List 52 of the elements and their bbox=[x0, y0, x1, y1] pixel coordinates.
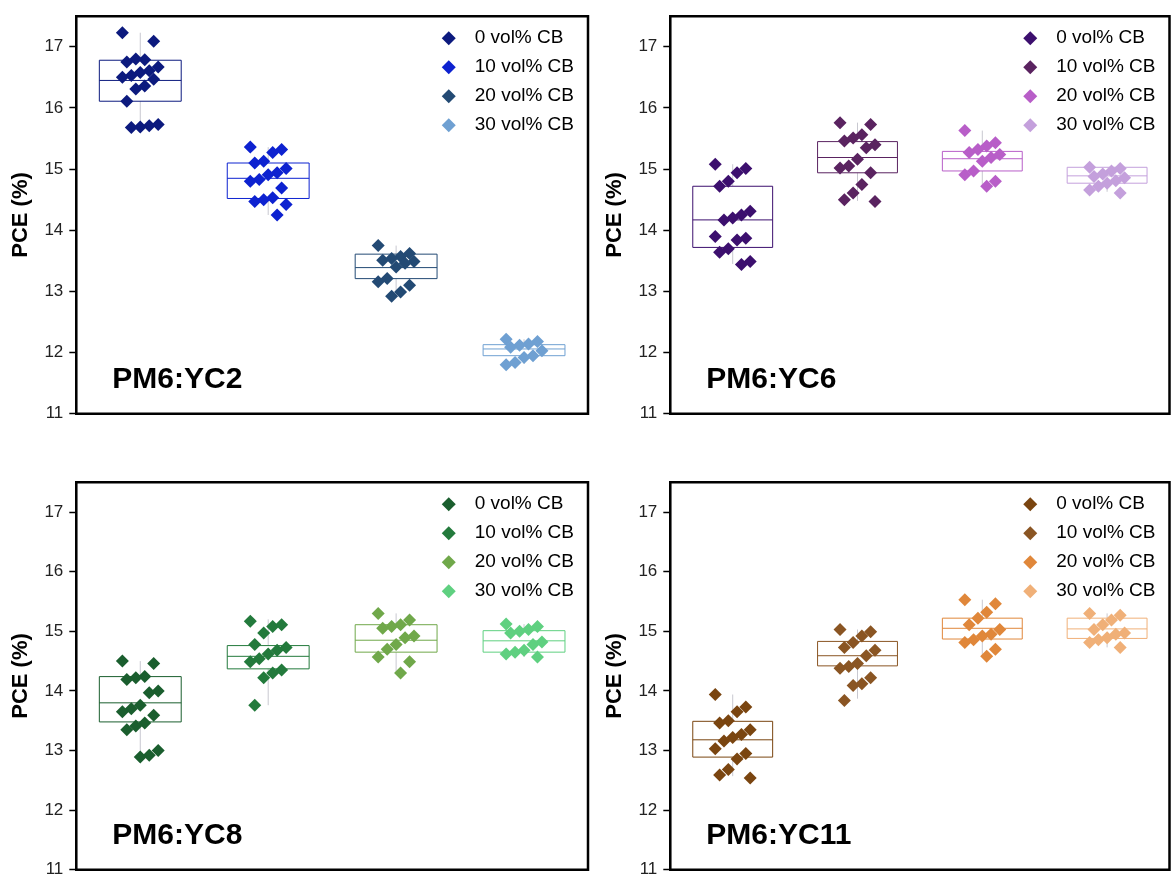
y-tick-label: 16 bbox=[638, 97, 658, 117]
legend-label: 30 vol% CB bbox=[474, 579, 575, 601]
legend-label: 10 vol% CB bbox=[474, 521, 575, 543]
annotation: PM6:YC6 bbox=[706, 360, 837, 394]
y-tick-label: 14 bbox=[44, 219, 64, 239]
legend-label: 0 vol% CB bbox=[1056, 26, 1145, 48]
y-tick-label: 15 bbox=[44, 620, 64, 640]
y-tick-label: 13 bbox=[44, 740, 64, 760]
y-tick-label: 15 bbox=[638, 620, 658, 640]
y-tick-label: 12 bbox=[638, 342, 658, 362]
y-tick-label: 14 bbox=[638, 680, 658, 700]
legend-label: 30 vol% CB bbox=[1056, 113, 1156, 135]
y-axis-title: PCE (%) bbox=[7, 172, 33, 258]
y-tick-label: 11 bbox=[45, 403, 64, 423]
y-tick-label: 11 bbox=[639, 403, 658, 423]
legend-label: 20 vol% CB bbox=[474, 550, 575, 572]
legend-label: 0 vol% CB bbox=[474, 26, 564, 48]
y-tick-label: 13 bbox=[638, 740, 658, 760]
legend-label: 20 vol% CB bbox=[474, 84, 575, 106]
legend-label: 30 vol% CB bbox=[474, 113, 575, 135]
y-tick-label: 16 bbox=[44, 97, 64, 117]
y-tick-label: 12 bbox=[44, 799, 64, 819]
y-axis-title: PCE (%) bbox=[601, 172, 627, 258]
y-axis-title: PCE (%) bbox=[601, 633, 627, 719]
y-tick-label: 15 bbox=[638, 158, 658, 178]
y-tick-label: 12 bbox=[638, 799, 658, 819]
y-tick-label: 17 bbox=[44, 36, 64, 56]
legend-label: 0 vol% CB bbox=[474, 492, 564, 514]
y-tick-label: 14 bbox=[638, 219, 658, 239]
y-tick-label: 17 bbox=[44, 501, 64, 521]
y-axis-title: PCE (%) bbox=[7, 633, 33, 719]
y-tick-label: 16 bbox=[638, 561, 658, 581]
legend-label: 10 vol% CB bbox=[1056, 521, 1156, 543]
legend-label: 0 vol% CB bbox=[1056, 492, 1145, 514]
legend-label: 10 vol% CB bbox=[1056, 55, 1156, 77]
y-tick-label: 12 bbox=[44, 342, 64, 362]
y-tick-label: 11 bbox=[639, 859, 658, 879]
y-tick-label: 13 bbox=[638, 281, 658, 301]
legend-label: 10 vol% CB bbox=[474, 55, 575, 77]
y-tick-label: 11 bbox=[45, 859, 64, 879]
y-tick-label: 13 bbox=[44, 281, 64, 301]
y-tick-label: 17 bbox=[638, 501, 658, 521]
annotation: PM6:YC11 bbox=[706, 816, 852, 850]
y-tick-label: 14 bbox=[44, 680, 64, 700]
annotation: PM6:YC2 bbox=[112, 360, 243, 394]
annotation: PM6:YC8 bbox=[112, 816, 243, 850]
y-tick-label: 15 bbox=[44, 158, 64, 178]
y-tick-label: 16 bbox=[44, 561, 64, 581]
legend-label: 20 vol% CB bbox=[1056, 84, 1156, 106]
legend-label: 30 vol% CB bbox=[1056, 579, 1156, 601]
y-tick-label: 17 bbox=[638, 36, 658, 56]
legend-label: 20 vol% CB bbox=[1056, 550, 1156, 572]
